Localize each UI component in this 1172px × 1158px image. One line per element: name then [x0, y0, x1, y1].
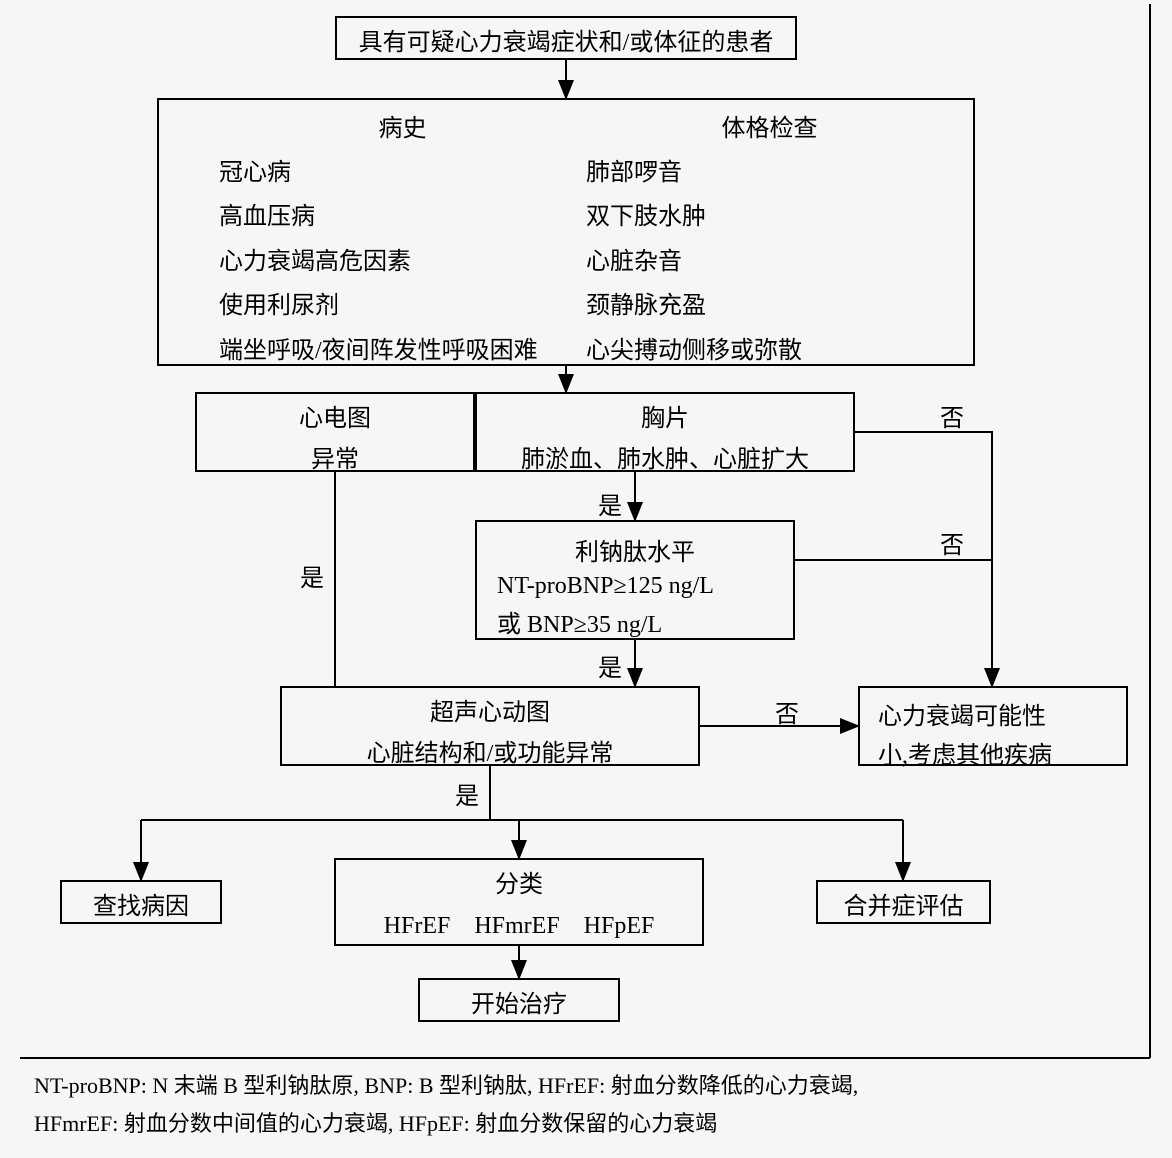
node-find-cause-label: 查找病因 — [62, 882, 220, 925]
node-start-treatment-label: 开始治疗 — [420, 980, 618, 1023]
history-item: 端坐呼吸/夜间阵发性呼吸困难 — [219, 329, 586, 373]
history-column: 病史 冠心病高血压病心力衰竭高危因素使用利尿剂端坐呼吸/夜间阵发性呼吸困难 — [219, 108, 586, 352]
edge-label-no: 否 — [940, 525, 964, 560]
node-natriuretic: 利钠肽水平 NT-proBNP≥125 ng/L 或 BNP≥35 ng/L — [475, 520, 795, 640]
exam-column: 体格检查 肺部啰音双下肢水肿心脏杂音颈静脉充盈心尖搏动侧移或弥散 — [586, 108, 953, 352]
node-comorbidity-label: 合并症评估 — [818, 882, 989, 925]
node-classification: 分类 HFrEF HFmrEF HFpEF — [334, 858, 704, 946]
node-start-label: 具有可疑心力衰竭症状和/或体征的患者 — [337, 18, 795, 61]
node-ecg-title: 心电图 — [197, 394, 473, 437]
exam-item: 双下肢水肿 — [586, 195, 953, 239]
node-natriuretic-title: 利钠肽水平 — [489, 528, 781, 571]
exam-item: 颈静脉充盈 — [586, 284, 953, 328]
node-natriuretic-line2: NT-proBNP≥125 ng/L — [489, 571, 781, 602]
exam-list: 肺部啰音双下肢水肿心脏杂音颈静脉充盈心尖搏动侧移或弥散 — [586, 151, 953, 373]
node-ecg-sub: 异常 — [197, 437, 473, 476]
node-start: 具有可疑心力衰竭症状和/或体征的患者 — [335, 16, 797, 60]
node-find-cause: 查找病因 — [60, 880, 222, 924]
node-history-exam: 病史 冠心病高血压病心力衰竭高危因素使用利尿剂端坐呼吸/夜间阵发性呼吸困难 体格… — [157, 98, 975, 366]
node-classification-sub: HFrEF HFmrEF HFpEF — [336, 903, 702, 942]
history-list: 冠心病高血压病心力衰竭高危因素使用利尿剂端坐呼吸/夜间阵发性呼吸困难 — [219, 151, 586, 373]
exam-item: 心尖搏动侧移或弥散 — [586, 329, 953, 373]
edge-label-no: 否 — [940, 398, 964, 433]
node-xray: 胸片 肺淤血、肺水肿、心脏扩大 — [475, 392, 855, 472]
node-comorbidity: 合并症评估 — [816, 880, 991, 924]
history-title: 病史 — [219, 108, 586, 143]
node-ecg: 心电图 异常 — [195, 392, 475, 472]
history-item: 使用利尿剂 — [219, 284, 586, 328]
footnote-line1: NT-proBNP: N 末端 B 型利钠肽原, BNP: B 型利钠肽, HF… — [34, 1068, 1132, 1103]
node-xray-title: 胸片 — [477, 394, 853, 437]
exam-item: 心脏杂音 — [586, 240, 953, 284]
history-item: 心力衰竭高危因素 — [219, 240, 586, 284]
node-echo-title: 超声心动图 — [282, 688, 698, 731]
node-echo-sub: 心脏结构和/或功能异常 — [282, 731, 698, 770]
exam-title: 体格检查 — [586, 108, 953, 143]
edge-label-yes: 是 — [598, 486, 622, 521]
exam-item: 肺部啰音 — [586, 151, 953, 195]
history-item: 高血压病 — [219, 195, 586, 239]
edge-label-no: 否 — [775, 694, 799, 729]
node-unlikely-line1: 心力衰竭可能性 — [870, 694, 1116, 733]
edge-label-yes: 是 — [598, 648, 622, 683]
node-xray-sub: 肺淤血、肺水肿、心脏扩大 — [477, 437, 853, 476]
edge-label-yes: 是 — [300, 558, 324, 593]
node-classification-title: 分类 — [336, 860, 702, 903]
node-start-treatment: 开始治疗 — [418, 978, 620, 1022]
node-unlikely: 心力衰竭可能性 小,考虑其他疾病 — [858, 686, 1128, 766]
flowchart-canvas: 具有可疑心力衰竭症状和/或体征的患者 病史 冠心病高血压病心力衰竭高危因素使用利… — [0, 0, 1172, 1158]
history-item: 冠心病 — [219, 151, 586, 195]
node-unlikely-line2: 小,考虑其他疾病 — [870, 733, 1116, 772]
node-echo: 超声心动图 心脏结构和/或功能异常 — [280, 686, 700, 766]
edge-label-yes: 是 — [455, 776, 479, 811]
footnote-line2: HFmrEF: 射血分数中间值的心力衰竭, HFpEF: 射血分数保留的心力衰竭 — [34, 1106, 1132, 1141]
node-natriuretic-line3: 或 BNP≥35 ng/L — [489, 602, 781, 641]
